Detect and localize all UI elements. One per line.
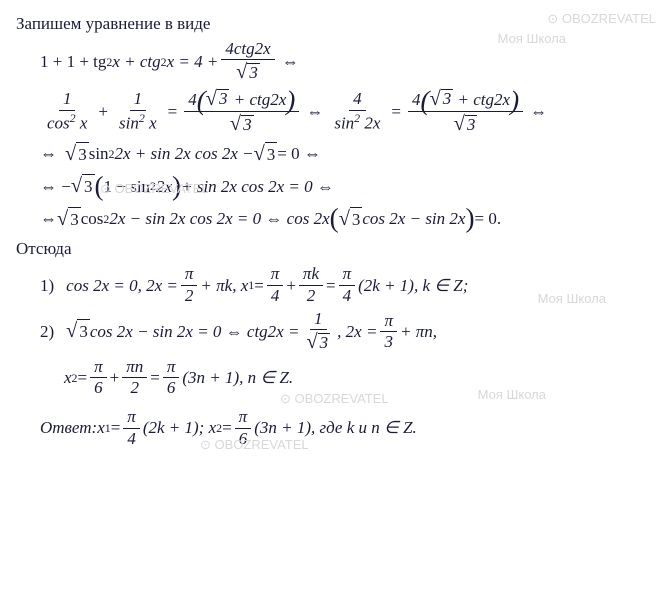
math-text: =	[222, 416, 232, 440]
math-text: cos 2x = 0, 2x =	[66, 274, 178, 298]
fraction: 4(√3 + ctg2x) √3	[184, 88, 299, 136]
fraction-numerator: 4ctg2x	[221, 40, 274, 61]
math-text: +	[286, 274, 296, 298]
math-text: , 2x =	[337, 320, 377, 344]
math-text: + πn,	[400, 320, 437, 344]
math-text: (2k + 1); x	[143, 416, 216, 440]
solution-item-2-cont: x2 = π6 + πn2 = π6 (3n + 1), n ∈ Z.	[64, 358, 650, 398]
math-text: 1 − sin	[104, 175, 150, 199]
fraction: 4 sin2 2x	[330, 90, 384, 133]
fraction: π4	[267, 265, 284, 305]
answer-line: Ответ: x1 = π4 (2k + 1); x2 = π6 (3n + 1…	[40, 408, 650, 448]
math-text: =	[111, 416, 121, 440]
otsyuda-text: Отсюда	[16, 237, 650, 261]
iff-symbol: ⇔	[282, 50, 299, 74]
solution-item-1: 1) cos 2x = 0, 2x = π2 + πk, x1 = π4 + π…	[40, 265, 650, 305]
equation-line-3: ⇔ √3 sin2 2x + sin 2x cos 2x − √3 = 0 ⇔	[40, 140, 650, 169]
math-text: (3n + 1), где k и n ∈ Z.	[254, 416, 417, 440]
fraction-denominator: sin2 x	[115, 111, 161, 133]
fraction: 1 sin2 x	[115, 90, 161, 133]
list-number: 1)	[40, 274, 54, 298]
fraction-denominator: √3	[232, 60, 264, 83]
math-text: 2x	[156, 175, 172, 199]
fraction: 4(√3 + ctg2x) √3	[408, 88, 523, 136]
math-text: ⇔ −	[40, 175, 71, 199]
math-text: cos 2x − sin 2x = 0 ⇔ ctg2x =	[90, 320, 300, 344]
fraction-numerator: 4(√3 + ctg2x)	[408, 88, 523, 112]
math-text: 1 + 1 + tg	[40, 50, 106, 74]
sqrt: √3	[66, 317, 90, 346]
fraction: 1√3	[302, 310, 334, 354]
fraction: π4	[339, 265, 356, 305]
math-text: =	[78, 366, 88, 390]
math-text: 2x + sin 2x cos 2x −	[115, 142, 254, 166]
fraction-denominator: √3	[450, 112, 482, 135]
fraction-numerator: 4(√3 + ctg2x)	[184, 88, 299, 112]
math-text: + πk, x	[200, 274, 248, 298]
fraction: π4	[123, 408, 140, 448]
fraction: πk2	[299, 265, 323, 305]
math-text: x = 4 +	[167, 50, 219, 74]
equation-line-5: ⇔ √3 cos2 2x − sin 2x cos 2x = 0 ⇔ cos 2…	[40, 205, 650, 234]
math-text: (3n + 1), n ∈ Z.	[182, 366, 293, 390]
math-text: (2k + 1), k ∈ Z;	[358, 274, 468, 298]
math-text: + sin 2x cos 2x = 0 ⇔	[181, 175, 334, 199]
fraction: πn2	[122, 358, 147, 398]
iff-symbol: ⇔	[306, 100, 323, 124]
fraction-numerator: 1	[130, 90, 147, 111]
intro-text: Запишем уравнение в виде	[16, 12, 650, 36]
math-text: sin	[89, 142, 109, 166]
equation-line-2: 1 cos2 x + 1 sin2 x = 4(√3 + ctg2x) √3 ⇔…	[40, 88, 650, 136]
equation-line-4: ⇔ − √3 ( 1 − sin2 2x ) + sin 2x cos 2x =…	[40, 172, 650, 201]
sqrt: √3	[57, 205, 81, 234]
math-text: 2x − sin 2x cos 2x = 0 ⇔ cos 2x	[109, 207, 329, 231]
sqrt: √3	[65, 140, 89, 169]
sqrt: √3	[254, 140, 278, 169]
fraction: π2	[181, 265, 198, 305]
fraction-numerator: 4	[349, 90, 366, 111]
fraction-denominator: √3	[226, 112, 258, 135]
fraction: π3	[380, 312, 397, 352]
fraction: π6	[163, 358, 180, 398]
equation-line-1: 1 + 1 + tg2 x + ctg2 x = 4 + 4ctg2x √3 ⇔	[40, 40, 650, 84]
math-text: = 0 ⇔	[277, 142, 321, 166]
math-text: +	[110, 366, 120, 390]
sqrt: √3	[339, 205, 363, 234]
list-number: 2)	[40, 320, 54, 344]
math-text: =	[150, 366, 160, 390]
fraction: 4ctg2x √3	[221, 40, 274, 84]
answer-label: Ответ:	[40, 416, 97, 440]
solution-item-2: 2) √3 cos 2x − sin 2x = 0 ⇔ ctg2x = 1√3 …	[40, 310, 650, 354]
fraction-numerator: 1	[59, 90, 76, 111]
math-text: =	[254, 274, 264, 298]
fraction-denominator: cos2 x	[43, 111, 91, 133]
fraction: 1 cos2 x	[43, 90, 91, 133]
fraction: π6	[235, 408, 252, 448]
fraction: π6	[90, 358, 107, 398]
math-text: x	[64, 366, 72, 390]
fraction-denominator: sin2 2x	[330, 111, 384, 133]
math-text: =	[326, 274, 336, 298]
iff-symbol: ⇔	[530, 100, 547, 124]
math-text: = 0.	[475, 207, 502, 231]
math-text: x + ctg	[112, 50, 160, 74]
math-text: x	[97, 416, 105, 440]
iff-symbol: ⇔	[40, 142, 57, 166]
sqrt: √3	[71, 172, 95, 201]
math-text: cos 2x − sin 2x	[362, 207, 465, 231]
math-text: ⇔	[40, 207, 57, 231]
math-text: cos	[81, 207, 104, 231]
